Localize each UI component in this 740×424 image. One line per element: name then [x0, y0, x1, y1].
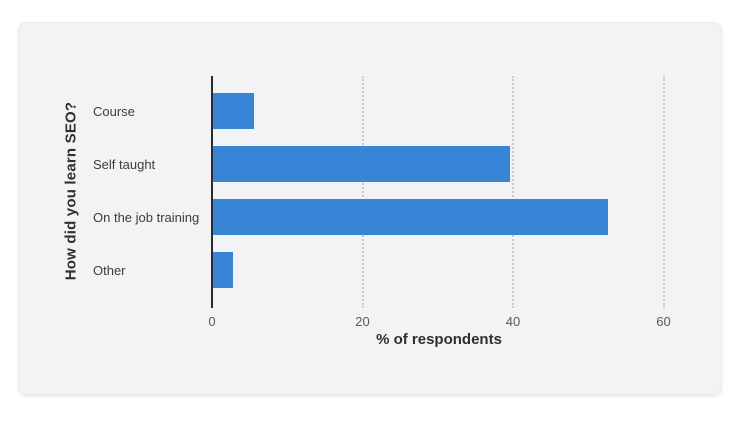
category-label: Course [93, 103, 135, 119]
y-axis-title: How did you learn SEO? [62, 101, 80, 281]
chart-card: How did you learn SEO? % of respondents … [18, 22, 722, 395]
x-tick-label: 40 [505, 314, 521, 329]
category-label: Other [93, 262, 126, 278]
category-label: Self taught [93, 156, 156, 172]
x-tick-label: 60 [656, 314, 671, 329]
bar-self-taught [213, 146, 510, 182]
bar-on-the-job-training [213, 199, 608, 235]
gridline-40 [512, 76, 514, 308]
y-axis-line [211, 76, 213, 308]
bar-other [213, 252, 233, 288]
x-tick-label: 0 [208, 314, 216, 329]
gridline-60 [662, 76, 665, 308]
category-label: On the job training [93, 209, 200, 225]
bar-course [213, 93, 254, 129]
gridline-20 [361, 76, 364, 308]
x-axis-title: % of respondents [376, 331, 502, 348]
x-tick-label: 20 [355, 314, 370, 329]
